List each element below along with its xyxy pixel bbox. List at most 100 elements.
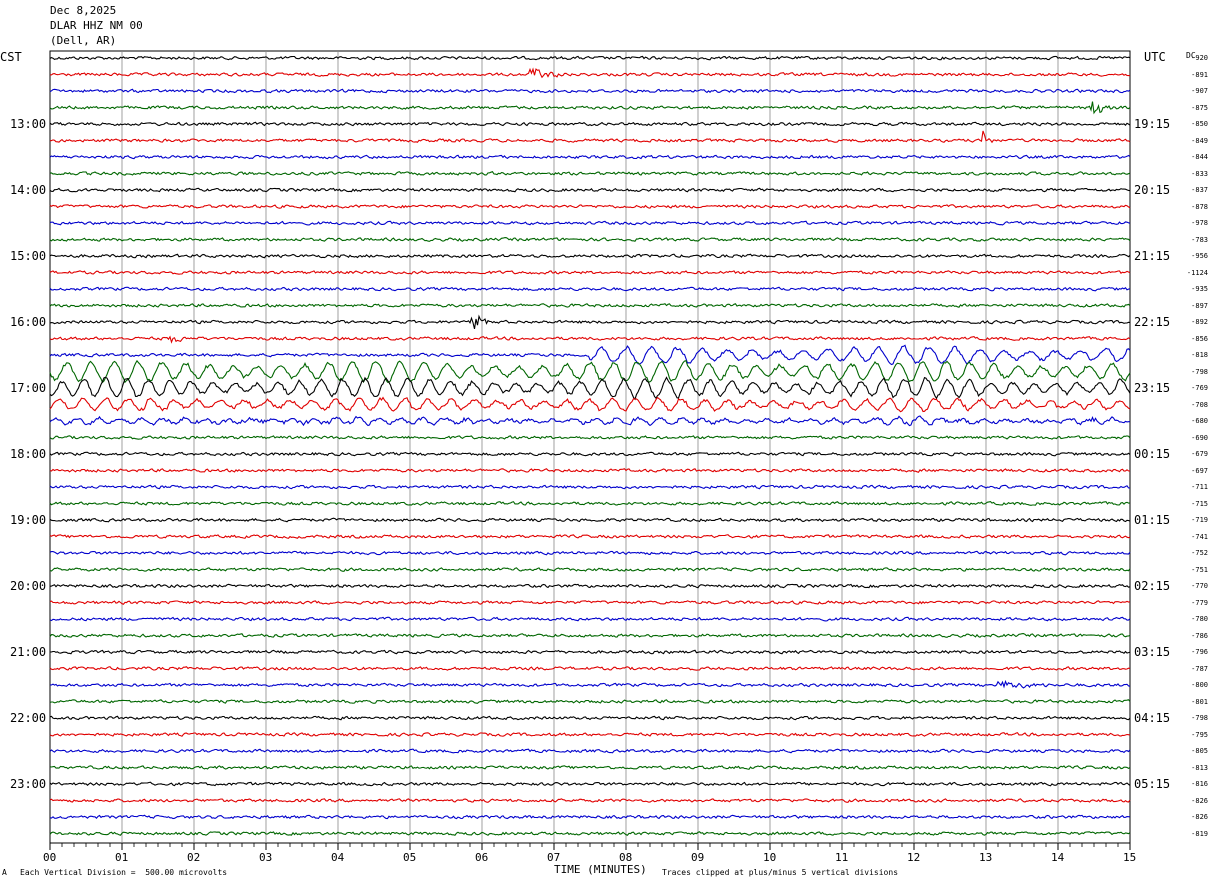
seismic-trace xyxy=(49,748,1131,754)
scale-mark: A xyxy=(2,868,7,877)
dc-offset-label: -751 xyxy=(1191,565,1208,574)
dc-offset-label: -875 xyxy=(1191,103,1208,112)
seismic-trace xyxy=(49,616,1131,622)
dc-offset-label: -795 xyxy=(1191,730,1208,739)
cst-hour-label: 16:00 xyxy=(10,315,47,329)
seismic-trace xyxy=(49,649,1131,655)
right-timezone-label: UTC xyxy=(1144,50,1166,64)
dc-offset-label: -801 xyxy=(1191,697,1208,706)
seismic-trace xyxy=(49,666,1131,671)
utc-hour-label: 04:15 xyxy=(1134,711,1171,725)
station-location: (Dell, AR) xyxy=(50,34,117,47)
seismic-trace xyxy=(49,679,1131,689)
dc-offset-label: -849 xyxy=(1191,136,1208,145)
cst-hour-label: 13:00 xyxy=(10,117,47,131)
seismic-trace xyxy=(49,303,1131,308)
plot-frame xyxy=(49,50,1131,844)
seismic-trace xyxy=(49,435,1131,440)
utc-hour-label: 19:15 xyxy=(1134,117,1171,131)
seismic-trace xyxy=(49,253,1131,259)
seismic-trace xyxy=(49,314,1131,330)
dc-offset-label: -779 xyxy=(1191,598,1208,607)
dc-offset-label: -787 xyxy=(1191,664,1208,673)
seismic-trace xyxy=(49,204,1131,209)
dc-offset-label: -856 xyxy=(1191,334,1208,343)
dc-offset-label: -878 xyxy=(1191,202,1208,211)
x-tick-label: 04 xyxy=(331,851,345,864)
dc-offset-label: -897 xyxy=(1191,301,1208,310)
seismic-trace xyxy=(49,781,1131,787)
seismic-trace xyxy=(49,715,1131,721)
cst-hour-label: 14:00 xyxy=(10,183,47,197)
dc-offset-label: -956 xyxy=(1191,252,1208,260)
dc-offset-label: -819 xyxy=(1191,829,1208,838)
x-tick-label: 13 xyxy=(979,851,993,864)
dc-offset-label: -798 xyxy=(1191,367,1208,376)
x-tick-label: 09 xyxy=(691,851,705,864)
dc-offset-label: -783 xyxy=(1191,235,1208,244)
dc-offset-label: -826 xyxy=(1191,813,1208,821)
dc-offset-label: -770 xyxy=(1191,582,1208,590)
seismic-trace xyxy=(49,765,1131,770)
x-tick-label: 07 xyxy=(547,851,561,864)
x-tick-label: 14 xyxy=(1051,851,1065,864)
seismic-trace xyxy=(49,154,1131,160)
cst-hour-label: 22:00 xyxy=(10,711,47,725)
dc-offset-label: -719 xyxy=(1191,516,1208,524)
dc-offset-label: -805 xyxy=(1191,747,1208,755)
dc-offset-label: -690 xyxy=(1191,433,1208,442)
seismic-trace xyxy=(49,67,1131,79)
seismic-trace xyxy=(49,583,1131,589)
cst-hour-label: 18:00 xyxy=(10,447,47,461)
seismic-trace xyxy=(49,396,1131,413)
dc-offset-label: -892 xyxy=(1191,318,1208,326)
x-tick-label: 02 xyxy=(187,851,201,864)
seismic-trace xyxy=(49,376,1131,401)
seismic-trace xyxy=(49,171,1131,176)
dc-offset-label: -818 xyxy=(1191,351,1208,359)
utc-hour-label: 02:15 xyxy=(1134,579,1171,593)
dc-offset-label: -813 xyxy=(1191,763,1208,772)
dc-offset-label: -920 xyxy=(1191,54,1208,62)
scale-note: Each Vertical Division = 500.00 microvol… xyxy=(20,868,228,877)
seismic-trace xyxy=(49,415,1130,427)
seismic-trace xyxy=(49,335,1131,344)
seismic-trace xyxy=(49,831,1131,836)
x-tick-label: 03 xyxy=(259,851,273,864)
seismic-trace xyxy=(49,600,1131,605)
left-timezone-label: CST xyxy=(0,50,22,64)
dc-offset-label: -1124 xyxy=(1186,268,1208,277)
x-tick-label: 05 xyxy=(403,851,417,864)
seismic-trace xyxy=(49,344,1131,366)
x-axis-title: TIME (MINUTES) xyxy=(554,863,647,876)
cst-hour-label: 23:00 xyxy=(10,777,47,791)
seismic-trace xyxy=(49,88,1131,94)
seismic-trace xyxy=(49,270,1131,275)
seismic-trace xyxy=(49,130,1131,144)
dc-offset-label: -780 xyxy=(1191,615,1208,623)
cst-hour-label: 21:00 xyxy=(10,645,47,659)
dc-offset-label: -798 xyxy=(1191,714,1208,722)
dc-offset-label: -711 xyxy=(1191,483,1208,491)
utc-hour-label: 23:15 xyxy=(1134,381,1171,395)
station-code: DLAR HHZ NM 00 xyxy=(50,19,143,32)
dc-offset-label: -935 xyxy=(1191,285,1208,293)
dc-offset-label: -786 xyxy=(1191,631,1208,640)
seismic-trace xyxy=(49,814,1131,820)
seismic-trace xyxy=(49,732,1131,737)
utc-hour-label: 22:15 xyxy=(1134,315,1171,329)
seismic-trace xyxy=(49,187,1131,193)
seismic-trace xyxy=(49,121,1131,127)
seismic-trace xyxy=(49,550,1131,556)
seismic-trace xyxy=(49,55,1131,61)
x-tick-label: 06 xyxy=(475,851,489,864)
dc-offset-label: -769 xyxy=(1191,384,1208,392)
seismic-trace xyxy=(49,534,1131,539)
plot-date: Dec 8,2025 xyxy=(50,4,117,17)
x-tick-label: 12 xyxy=(907,851,921,864)
cst-hour-label: 17:00 xyxy=(10,381,47,395)
dc-offset-label: -891 xyxy=(1191,70,1208,79)
seismic-trace xyxy=(49,220,1131,226)
seismic-trace xyxy=(49,484,1131,490)
seismic-trace xyxy=(49,468,1131,473)
